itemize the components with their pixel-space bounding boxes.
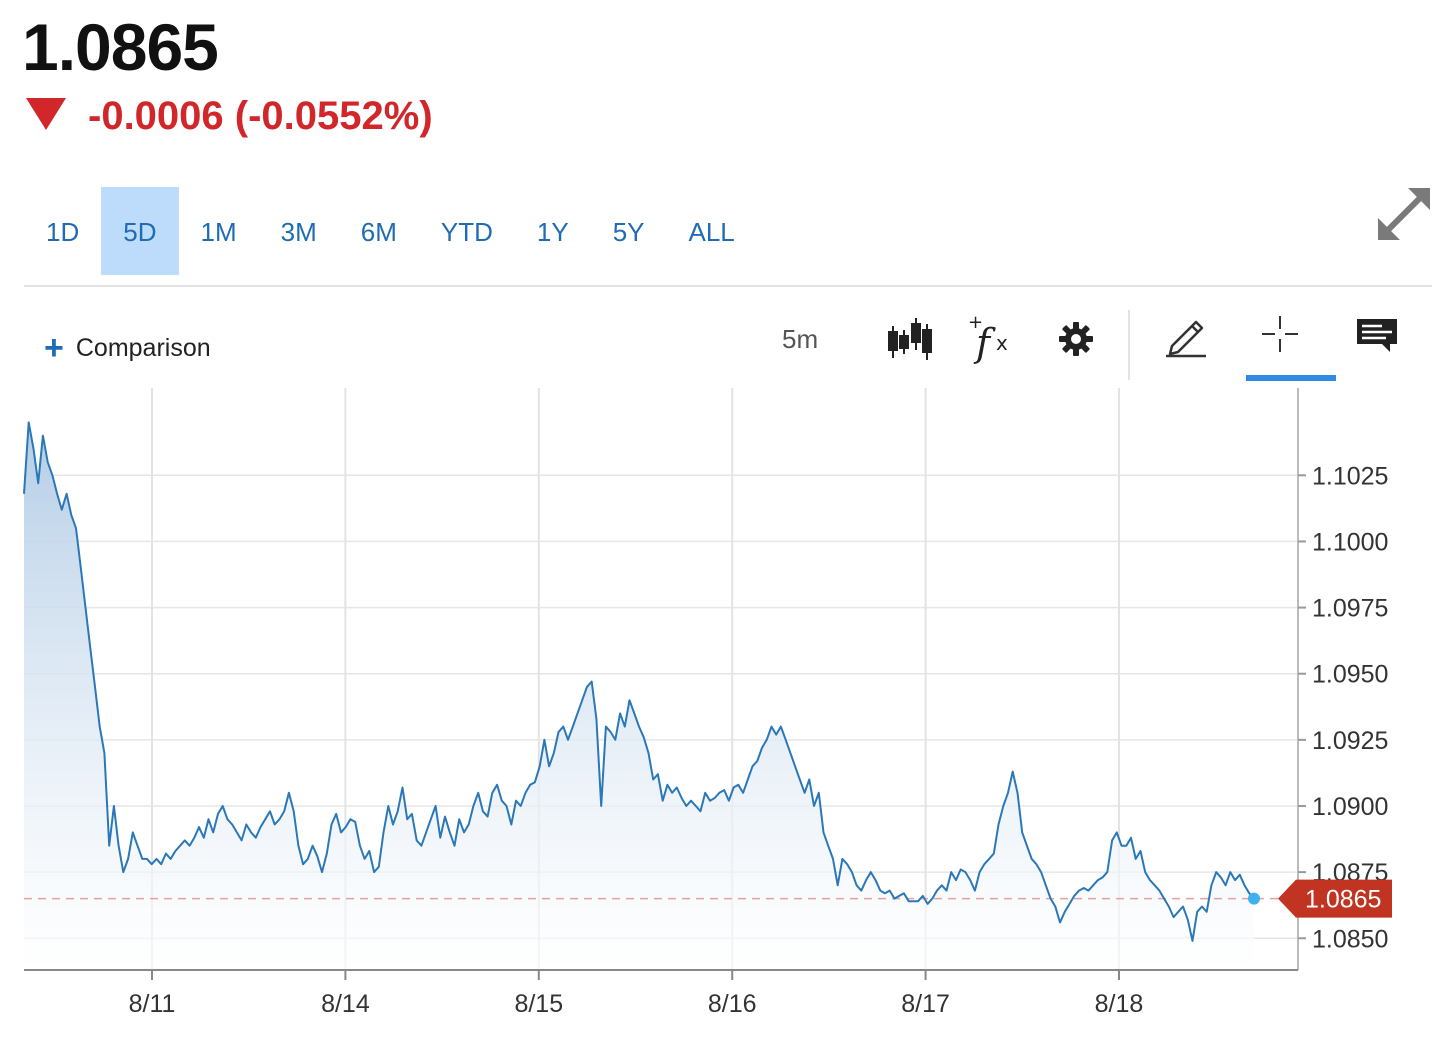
- active-tool-indicator: [1246, 375, 1336, 381]
- current-price-dot: [1248, 892, 1260, 905]
- y-tick-label: 1.0900: [1312, 793, 1388, 821]
- svg-text:x: x: [996, 331, 1008, 355]
- toolbar-separator: [1128, 310, 1130, 380]
- crosshair-icon[interactable]: [1260, 314, 1300, 354]
- triangle-down-icon: [26, 98, 66, 130]
- y-tick-label: 1.0975: [1312, 595, 1388, 623]
- range-all[interactable]: ALL: [688, 217, 735, 247]
- comparison-button[interactable]: + Comparison: [44, 330, 211, 366]
- range-3m[interactable]: 3M: [280, 217, 317, 247]
- current-price: 1.0865: [22, 10, 219, 84]
- range-1m[interactable]: 1M: [200, 217, 237, 247]
- range-5y[interactable]: 5Y: [612, 217, 645, 247]
- y-tick-label: 1.0950: [1312, 661, 1388, 689]
- pencil-icon[interactable]: [1162, 312, 1210, 360]
- function-icon[interactable]: + f x: [966, 312, 1016, 364]
- range-1y[interactable]: 1Y: [536, 217, 569, 247]
- x-tick-label: 8/11: [129, 990, 176, 1018]
- divider: [24, 285, 1432, 287]
- x-tick-label: 8/14: [321, 990, 370, 1018]
- price-line: [23, 421, 1255, 942]
- x-tick-label: 8/17: [901, 990, 950, 1018]
- price-change: -0.0006 (-0.0552%): [88, 94, 433, 138]
- price-area-fill: [24, 422, 1254, 970]
- comment-icon[interactable]: [1356, 318, 1398, 354]
- svg-text:+: +: [968, 312, 983, 333]
- price-chart[interactable]: 1.1025 1.1000 1.0975 1.0950 1.0925 1.0900 1.08…: [0, 380, 1456, 1040]
- range-6m[interactable]: 6M: [360, 217, 397, 247]
- svg-text:f: f: [973, 321, 996, 364]
- y-tick-label: 1.0850: [1312, 925, 1388, 953]
- candlestick-icon[interactable]: [886, 316, 934, 364]
- y-tick-label: 1.1025: [1312, 462, 1388, 490]
- plus-icon: +: [44, 329, 64, 367]
- expand-icon[interactable]: [1374, 186, 1434, 242]
- current-price-tag: 1.0865: [1278, 879, 1392, 918]
- y-tick-label: 1.1000: [1312, 528, 1388, 556]
- range-5d[interactable]: 5D: [101, 187, 179, 275]
- comparison-label: Comparison: [75, 333, 211, 362]
- y-tick-label: 1.0925: [1312, 727, 1388, 755]
- range-ytd[interactable]: YTD: [440, 217, 493, 247]
- interval-selector[interactable]: 5m: [782, 324, 819, 354]
- x-tick-label: 8/18: [1095, 990, 1144, 1018]
- x-tick-label: 8/16: [708, 990, 757, 1018]
- x-tick-label: 8/15: [514, 990, 563, 1018]
- current-price-tag-label: 1.0865: [1305, 886, 1381, 914]
- range-selector: 1D 5D 1M 3M 6M YTD 1Y 5Y ALL: [24, 187, 757, 275]
- gear-icon[interactable]: [1058, 321, 1094, 357]
- range-1d[interactable]: 1D: [46, 217, 80, 247]
